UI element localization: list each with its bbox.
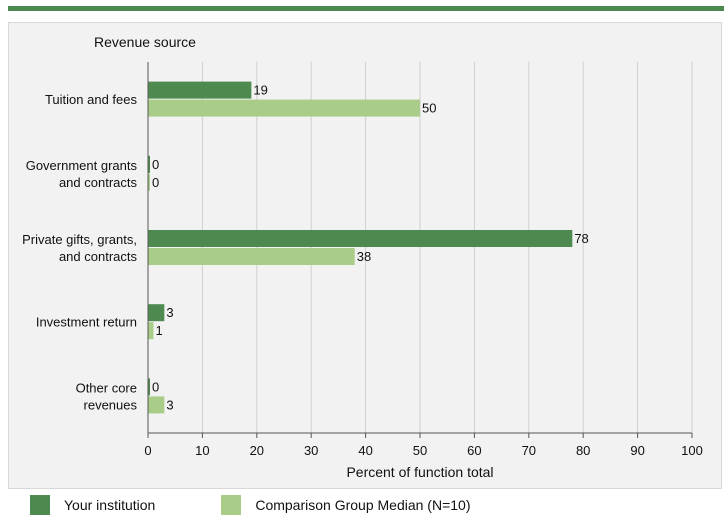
category-label-line: Other core [76, 380, 137, 395]
x-tick-label: 40 [358, 443, 372, 458]
category-label-line: Government grants [26, 158, 138, 173]
category-label: Tuition and fees [45, 92, 138, 107]
bar [148, 304, 165, 322]
x-tick-label: 30 [304, 443, 318, 458]
x-axis-label: Percent of function total [346, 464, 493, 480]
bar [148, 322, 154, 340]
category-label-line: and contracts [59, 249, 138, 264]
category-label-line: Tuition and fees [45, 92, 138, 107]
bar [148, 173, 150, 191]
legend: Your institution Comparison Group Median… [30, 494, 536, 516]
category-label: Government grants and contracts [26, 158, 138, 190]
data-label: 1 [155, 323, 162, 338]
x-tick-label: 70 [522, 443, 536, 458]
x-tick-label: 60 [467, 443, 481, 458]
category-label-line: Investment return [36, 315, 137, 330]
data-label: 50 [422, 101, 436, 116]
bars [148, 81, 573, 414]
legend-swatch-your-institution [30, 495, 50, 515]
x-tick-label: 20 [250, 443, 264, 458]
category-label: Other core revenues [76, 380, 138, 412]
bar [148, 396, 165, 414]
data-label: 3 [166, 397, 173, 412]
category-label-line: Private gifts, grants, [22, 232, 137, 247]
x-tick-label: 50 [413, 443, 427, 458]
category-label-line: and contracts [59, 175, 138, 190]
category-label-line: revenues [84, 397, 138, 412]
x-tick-label: 80 [576, 443, 590, 458]
data-label: 0 [152, 379, 159, 394]
category-label: Investment return [36, 315, 137, 330]
axes [147, 62, 693, 438]
category-label: Private gifts, grants, and contracts [22, 232, 137, 264]
grid-lines [201, 62, 693, 433]
data-label: 38 [357, 249, 371, 264]
data-label: 3 [166, 305, 173, 320]
legend-swatch-comparison-median [221, 495, 242, 515]
bar [148, 81, 252, 99]
bar [148, 230, 573, 247]
top-accent-bar [8, 6, 724, 11]
x-tick-label: 10 [195, 443, 209, 458]
legend-item-comparison-median: Comparison Group Median (N=10) [221, 495, 470, 515]
data-label: 78 [574, 231, 588, 246]
bar [148, 155, 150, 173]
x-tick-label: 0 [144, 443, 151, 458]
x-tick-label: 100 [681, 443, 703, 458]
data-label: 0 [152, 175, 159, 190]
bar [148, 248, 355, 265]
x-tick-label: 90 [630, 443, 644, 458]
data-label: 0 [152, 157, 159, 172]
bar [148, 378, 150, 396]
legend-label-your-institution: Your institution [64, 497, 156, 513]
chart-title: Revenue source [94, 34, 196, 50]
data-label: 19 [253, 83, 267, 98]
legend-item-your-institution: Your institution [30, 495, 155, 515]
legend-label-comparison-median: Comparison Group Median (N=10) [255, 497, 471, 513]
bar [148, 99, 420, 117]
